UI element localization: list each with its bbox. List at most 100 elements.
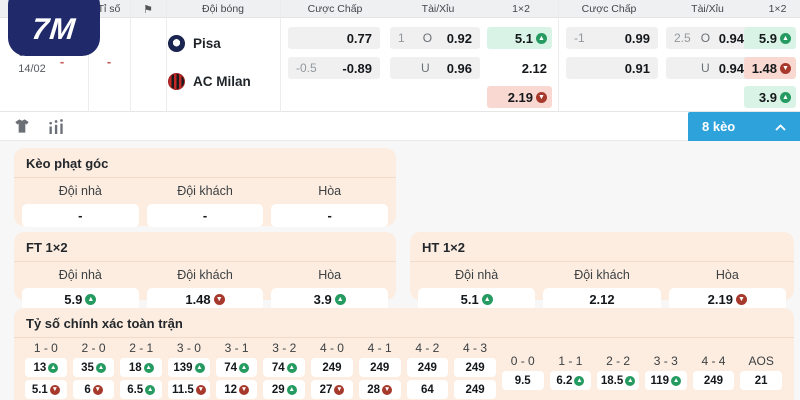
trend-up-icon: ▲ <box>145 384 156 395</box>
score-odds-cell[interactable]: 249 <box>311 358 353 377</box>
over-odds-cell[interactable]: 1 O 0.92 <box>390 27 480 49</box>
correct-score-card: Tỷ số chính xác toàn trận 1 - 0 13 ▲ 5.1 ▼… <box>14 308 794 400</box>
over-under-header-1: Tài/Xỉu <box>421 3 455 15</box>
odds-count-label: 8 kèo <box>702 119 736 134</box>
away-team-row[interactable]: AC Milan <box>168 70 278 92</box>
score-odds-cell[interactable]: 249 <box>406 358 449 377</box>
trend-up-icon: ▲ <box>536 32 547 44</box>
score-odds-cell[interactable]: 249 <box>454 380 496 399</box>
over-odds-cell[interactable]: 2.5 O 0.94 <box>666 27 752 49</box>
ou-odds: 0.92 <box>446 30 472 46</box>
draw-score-column: 2 - 2 18.5 ▲ <box>594 354 642 400</box>
trend-up-icon: ▲ <box>48 362 59 373</box>
ft-1x2-card: FT 1×2 Đội nhà 5.9 ▲ Đội khách 1.48 ▼ Hò… <box>14 232 396 311</box>
score-odds-cell[interactable]: 64 <box>406 380 449 399</box>
ht-draw-odds-cell[interactable]: 2.19 ▼ <box>668 288 786 311</box>
corner-odds-card: Kèo phạt góc Đội nhà - Đội khách - Hòa - <box>14 148 396 227</box>
odds-value: 249 <box>703 374 724 387</box>
trend-down-icon: ▼ <box>780 62 791 74</box>
score-odds-cell[interactable]: 249 <box>358 358 401 377</box>
handicap-odds: 0.91 <box>624 60 650 76</box>
handicap-odds-cell[interactable]: -0.5 -0.89 <box>288 57 380 79</box>
odds-value: 28 <box>367 383 381 396</box>
one-x-two-odds-cell[interactable]: 1.48 ▼ <box>744 57 796 79</box>
ou-line: 1 <box>398 31 405 45</box>
score-odds-cell[interactable]: 11.5 ▼ <box>168 380 210 399</box>
under-odds-cell[interactable]: U 0.96 <box>390 57 480 79</box>
score-odds-cell[interactable]: 18.5 ▲ <box>597 371 639 390</box>
score-odds-cell[interactable]: 6.2 ▲ <box>549 371 592 390</box>
score-odds-cell[interactable]: 139 ▲ <box>168 358 210 377</box>
card-title: Tỷ số chính xác toàn trận <box>14 308 794 338</box>
odds-value: 12 <box>224 383 237 396</box>
score-odds-cell[interactable]: 18 ▲ <box>120 358 163 377</box>
home-label: Đội nhà <box>455 268 499 282</box>
odds-value: 249 <box>465 361 485 374</box>
odds-value: 6 <box>84 383 91 396</box>
brand-logo-text: 7M <box>30 13 78 46</box>
odds-value: 249 <box>417 361 437 374</box>
chevron-up-icon <box>775 119 786 134</box>
home-team-row[interactable]: Pisa <box>168 32 278 54</box>
one-x-two-odds-cell[interactable]: 2.19 ▼ <box>487 86 552 108</box>
trend-down-icon: ▼ <box>382 384 393 395</box>
corner-home-cell[interactable]: - <box>22 204 139 227</box>
score-odds-cell[interactable]: 74 ▲ <box>263 358 306 377</box>
jersey-icon[interactable] <box>14 118 30 134</box>
handicap-odds-cell[interactable]: -1 0.99 <box>566 27 658 49</box>
away-team-badge <box>168 72 185 90</box>
one-x-two-odds-cell[interactable]: 3.9 ▲ <box>744 86 796 108</box>
score-odds-cell[interactable]: 29 ▲ <box>263 380 306 399</box>
ht-home-odds-cell[interactable]: 5.1 ▲ <box>418 288 536 311</box>
under-odds-cell[interactable]: U 0.94 <box>666 57 752 79</box>
odds-value: 2.19 <box>507 89 533 105</box>
score-odds-cell[interactable]: 28 ▼ <box>358 380 401 399</box>
ft-away-odds-cell[interactable]: 1.48 ▼ <box>146 288 264 311</box>
markets-area: Kèo phạt góc Đội nhà - Đội khách - Hòa -… <box>0 141 800 400</box>
one-x-two-odds-cell[interactable]: 2.12 <box>487 57 552 79</box>
ft-draw-odds-cell[interactable]: 3.9 ▲ <box>271 288 389 311</box>
home-score-value: - <box>59 54 65 69</box>
score-odds-cell[interactable]: 6.5 ▲ <box>120 380 163 399</box>
odds-value: 9.5 <box>514 374 531 387</box>
score-label: 3 - 1 <box>224 341 249 355</box>
ht-away-odds-cell[interactable]: 2.12 <box>543 288 661 311</box>
score-odds-cell[interactable]: 249 <box>454 358 496 377</box>
odds-value: 64 <box>420 383 434 396</box>
score-column: 2 - 1 18 ▲ 6.5 ▲ <box>117 341 165 400</box>
odds-count-button[interactable]: 8 kèo <box>688 112 800 141</box>
score-column: 4 - 1 249 28 ▼ <box>356 341 404 400</box>
score-odds-cell[interactable]: 35 ▲ <box>72 358 115 377</box>
score-odds-cell[interactable]: 119 ▲ <box>644 371 687 390</box>
score-label: 1 - 0 <box>33 341 58 355</box>
one-x-two-odds-cell[interactable]: 5.9 ▲ <box>744 27 796 49</box>
score-odds-cell[interactable]: 21 <box>740 371 782 390</box>
score-odds-cell[interactable]: 74 ▲ <box>215 358 258 377</box>
score-odds-cell[interactable]: 9.5 <box>501 371 544 390</box>
score-odds-cell[interactable]: 6 ▼ <box>72 380 115 399</box>
score-odds-cell[interactable]: 249 <box>692 371 735 390</box>
handicap-odds-cell[interactable]: 0.91 <box>566 57 658 79</box>
handicap-line: -1 <box>574 31 585 45</box>
corner-away-cell[interactable]: - <box>146 204 264 227</box>
card-title: FT 1×2 <box>14 232 396 262</box>
score-odds-cell[interactable]: 13 ▲ <box>25 358 67 377</box>
score-label: AOS <box>748 354 774 368</box>
brand-logo[interactable]: 7M <box>8 0 100 56</box>
odds-value: 74 <box>224 361 237 374</box>
handicap-odds: 0.99 <box>624 30 650 46</box>
score-odds-cell[interactable]: 5.1 ▼ <box>25 380 67 399</box>
score-label: 4 - 2 <box>415 341 440 355</box>
away-label: Đội khách <box>574 268 630 282</box>
away-label: Đội khách <box>177 184 233 198</box>
ou-side: U <box>421 61 430 75</box>
stats-chart-icon[interactable] <box>48 118 65 134</box>
ft-home-odds-cell[interactable]: 5.9 ▲ <box>22 288 139 311</box>
corner-draw-cell[interactable]: - <box>271 204 389 227</box>
one-x-two-odds-cell[interactable]: 5.1 ▲ <box>487 27 552 49</box>
draw-score-column: 4 - 4 249 <box>690 354 738 400</box>
score-odds-cell[interactable]: 12 ▼ <box>215 380 258 399</box>
handicap-odds-cell[interactable]: 0.77 <box>288 27 380 49</box>
score-column: 3 - 1 74 ▲ 12 ▼ <box>213 341 261 400</box>
score-odds-cell[interactable]: 27 ▼ <box>311 380 353 399</box>
